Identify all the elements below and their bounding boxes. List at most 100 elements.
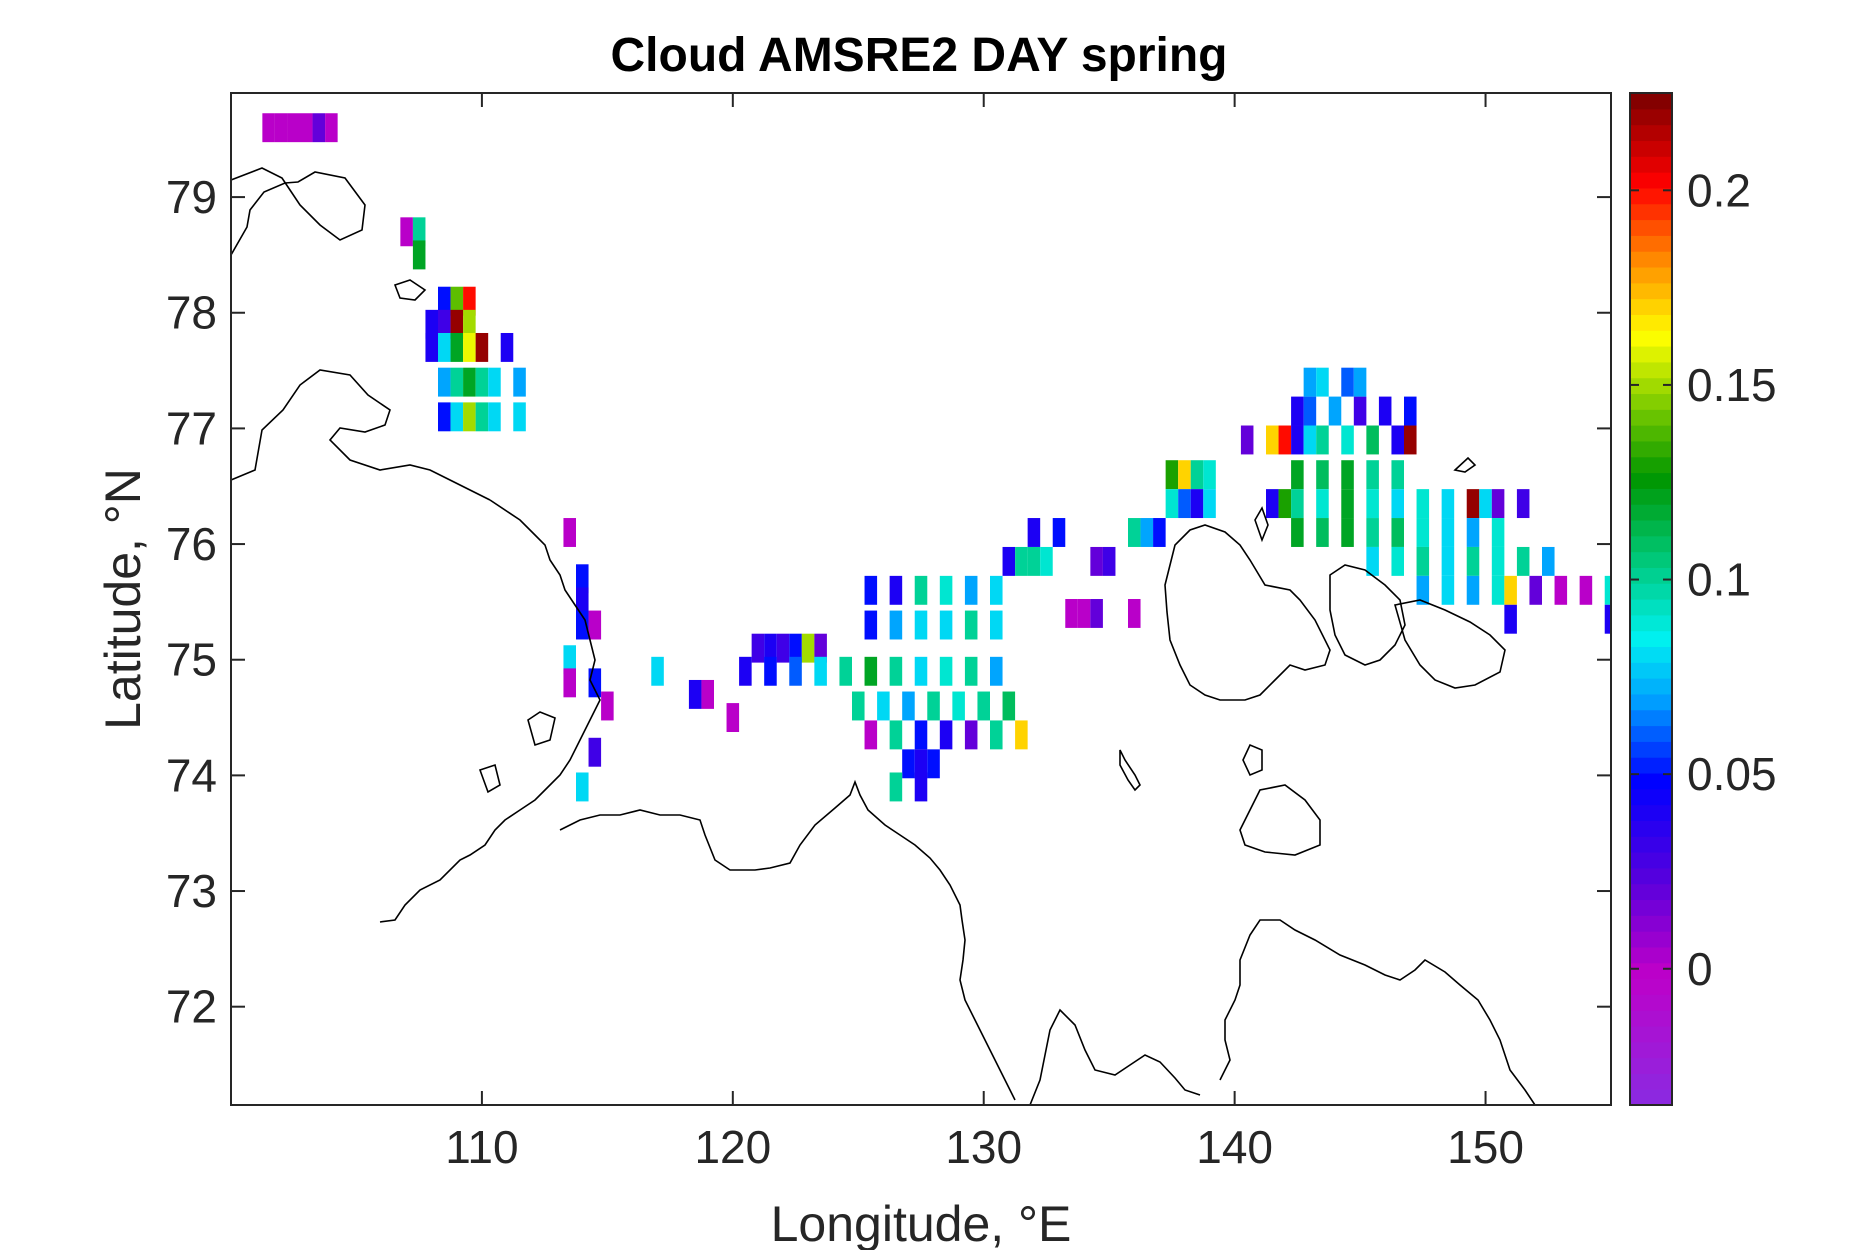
heatmap-cell [438, 286, 451, 316]
heatmap-cell [412, 217, 426, 247]
heatmap-cell [939, 575, 953, 605]
heatmap-cell [701, 679, 714, 709]
y-axis-label: Latitude, °N [95, 468, 151, 730]
heatmap-cell [1466, 489, 1480, 519]
heatmap-cell [300, 113, 313, 143]
heatmap-cell [1065, 599, 1078, 628]
heatmap-cell [1604, 604, 1611, 634]
heatmap-cell [914, 610, 928, 640]
heatmap-cell [425, 332, 438, 362]
colorbar-segment [1630, 251, 1672, 268]
heatmap-cell [1316, 460, 1329, 490]
colorbar-tick-label: 0.15 [1687, 359, 1777, 411]
heatmap-cell [889, 575, 903, 605]
colorbar-segment [1630, 172, 1672, 189]
heatmap-cell [576, 564, 589, 594]
heatmap-cell [889, 720, 903, 750]
heatmap-cell [1491, 518, 1505, 547]
heatmap-cell [939, 720, 953, 750]
heatmap-cell [1203, 460, 1216, 490]
heatmap-cell [1341, 518, 1354, 547]
coastline-laptev-south [559, 779, 1016, 1101]
heatmap-cell [513, 402, 526, 432]
heatmap-cell [463, 402, 476, 432]
heatmap-cell [889, 610, 903, 640]
heatmap-cell [764, 633, 777, 663]
heatmap-cell [1203, 489, 1216, 519]
heatmap-cell [1466, 518, 1480, 547]
y-tick-label: 74 [166, 749, 217, 801]
colorbar-segment [1630, 1010, 1672, 1027]
coastline-taymyr-west [231, 369, 491, 501]
colorbar-segment [1630, 504, 1672, 521]
heatmap-cell [1441, 489, 1455, 519]
y-tick-label: 77 [166, 402, 217, 454]
colorbar-segment [1630, 757, 1672, 774]
heatmap-cell [1491, 546, 1505, 576]
colorbar-segment [1630, 978, 1672, 995]
heatmap-cell [889, 656, 903, 686]
heatmap-cell [990, 656, 1003, 686]
heatmap-cell [1303, 367, 1317, 397]
heatmap-cell [1077, 599, 1091, 628]
colorbar-segment [1630, 662, 1672, 679]
y-tick-label: 76 [166, 518, 217, 570]
heatmap-cell [287, 113, 300, 143]
x-tick-label: 130 [945, 1121, 1022, 1173]
heatmap-cell [1303, 425, 1317, 455]
heatmap-cell [927, 749, 940, 779]
heatmap-cell [1165, 460, 1179, 490]
heatmap-cell [1542, 546, 1555, 576]
heatmap-cell [475, 332, 489, 362]
colorbar-segment [1630, 1073, 1672, 1090]
coastline-island-c [393, 279, 427, 301]
heatmap-cell [1291, 425, 1304, 455]
heatmap-cell [1441, 575, 1455, 605]
heatmap-cell [588, 737, 602, 767]
heatmap-cell [914, 749, 928, 779]
colorbar-tick-label: 0 [1687, 943, 1713, 995]
coastline-belkovsky [1254, 506, 1269, 543]
heatmap-cell [1391, 460, 1404, 490]
heatmap-cell [588, 668, 602, 698]
colorbar-segment [1630, 93, 1672, 110]
coastline-bolshoy-lyakhovsky [1239, 784, 1321, 856]
heatmap-cell [1128, 599, 1141, 628]
heatmap-cell [1190, 460, 1204, 490]
heatmap-cell [500, 332, 514, 362]
heatmap-cell [776, 633, 790, 663]
x-tick-label: 110 [445, 1121, 518, 1173]
colorbar-segment [1630, 614, 1672, 632]
axes: 110 120 130 140 150 72 73 74 75 76 77 78 79 [166, 93, 1611, 1173]
heatmap-cell [475, 367, 489, 397]
colorbar-segment [1630, 219, 1672, 236]
heatmap-cell [1140, 518, 1154, 547]
heatmap-cell [488, 402, 501, 432]
heatmap-cell [1316, 489, 1329, 519]
colorbar-tick-label: 0.2 [1687, 164, 1751, 216]
heatmap-cell [1291, 518, 1304, 547]
heatmap-cell [1391, 489, 1404, 519]
heatmap-cell [1366, 460, 1379, 490]
colorbar-segment [1630, 836, 1672, 853]
heatmap-cell [977, 691, 990, 721]
heatmap-cell [325, 113, 338, 143]
heatmap-cell [1404, 396, 1417, 426]
heatmap-cell [1027, 546, 1041, 576]
heatmap-cell [952, 691, 965, 721]
heatmap-cell [1491, 575, 1505, 605]
heatmap-cell [1002, 546, 1016, 576]
coastline-stolbovoy [1119, 749, 1141, 792]
colorbar-segment [1630, 1041, 1672, 1059]
colorbar-segment [1630, 535, 1672, 553]
heatmap-cell [450, 286, 464, 316]
heatmap-cell [1178, 460, 1191, 490]
heatmap-cell [400, 217, 413, 247]
heatmap-cell [1366, 489, 1379, 519]
heatmap-cell [1341, 489, 1354, 519]
heatmap-cell [563, 518, 576, 547]
heatmap-cell [450, 309, 464, 339]
heatmap-cell [1165, 489, 1179, 519]
heatmap-cell [1416, 546, 1430, 576]
